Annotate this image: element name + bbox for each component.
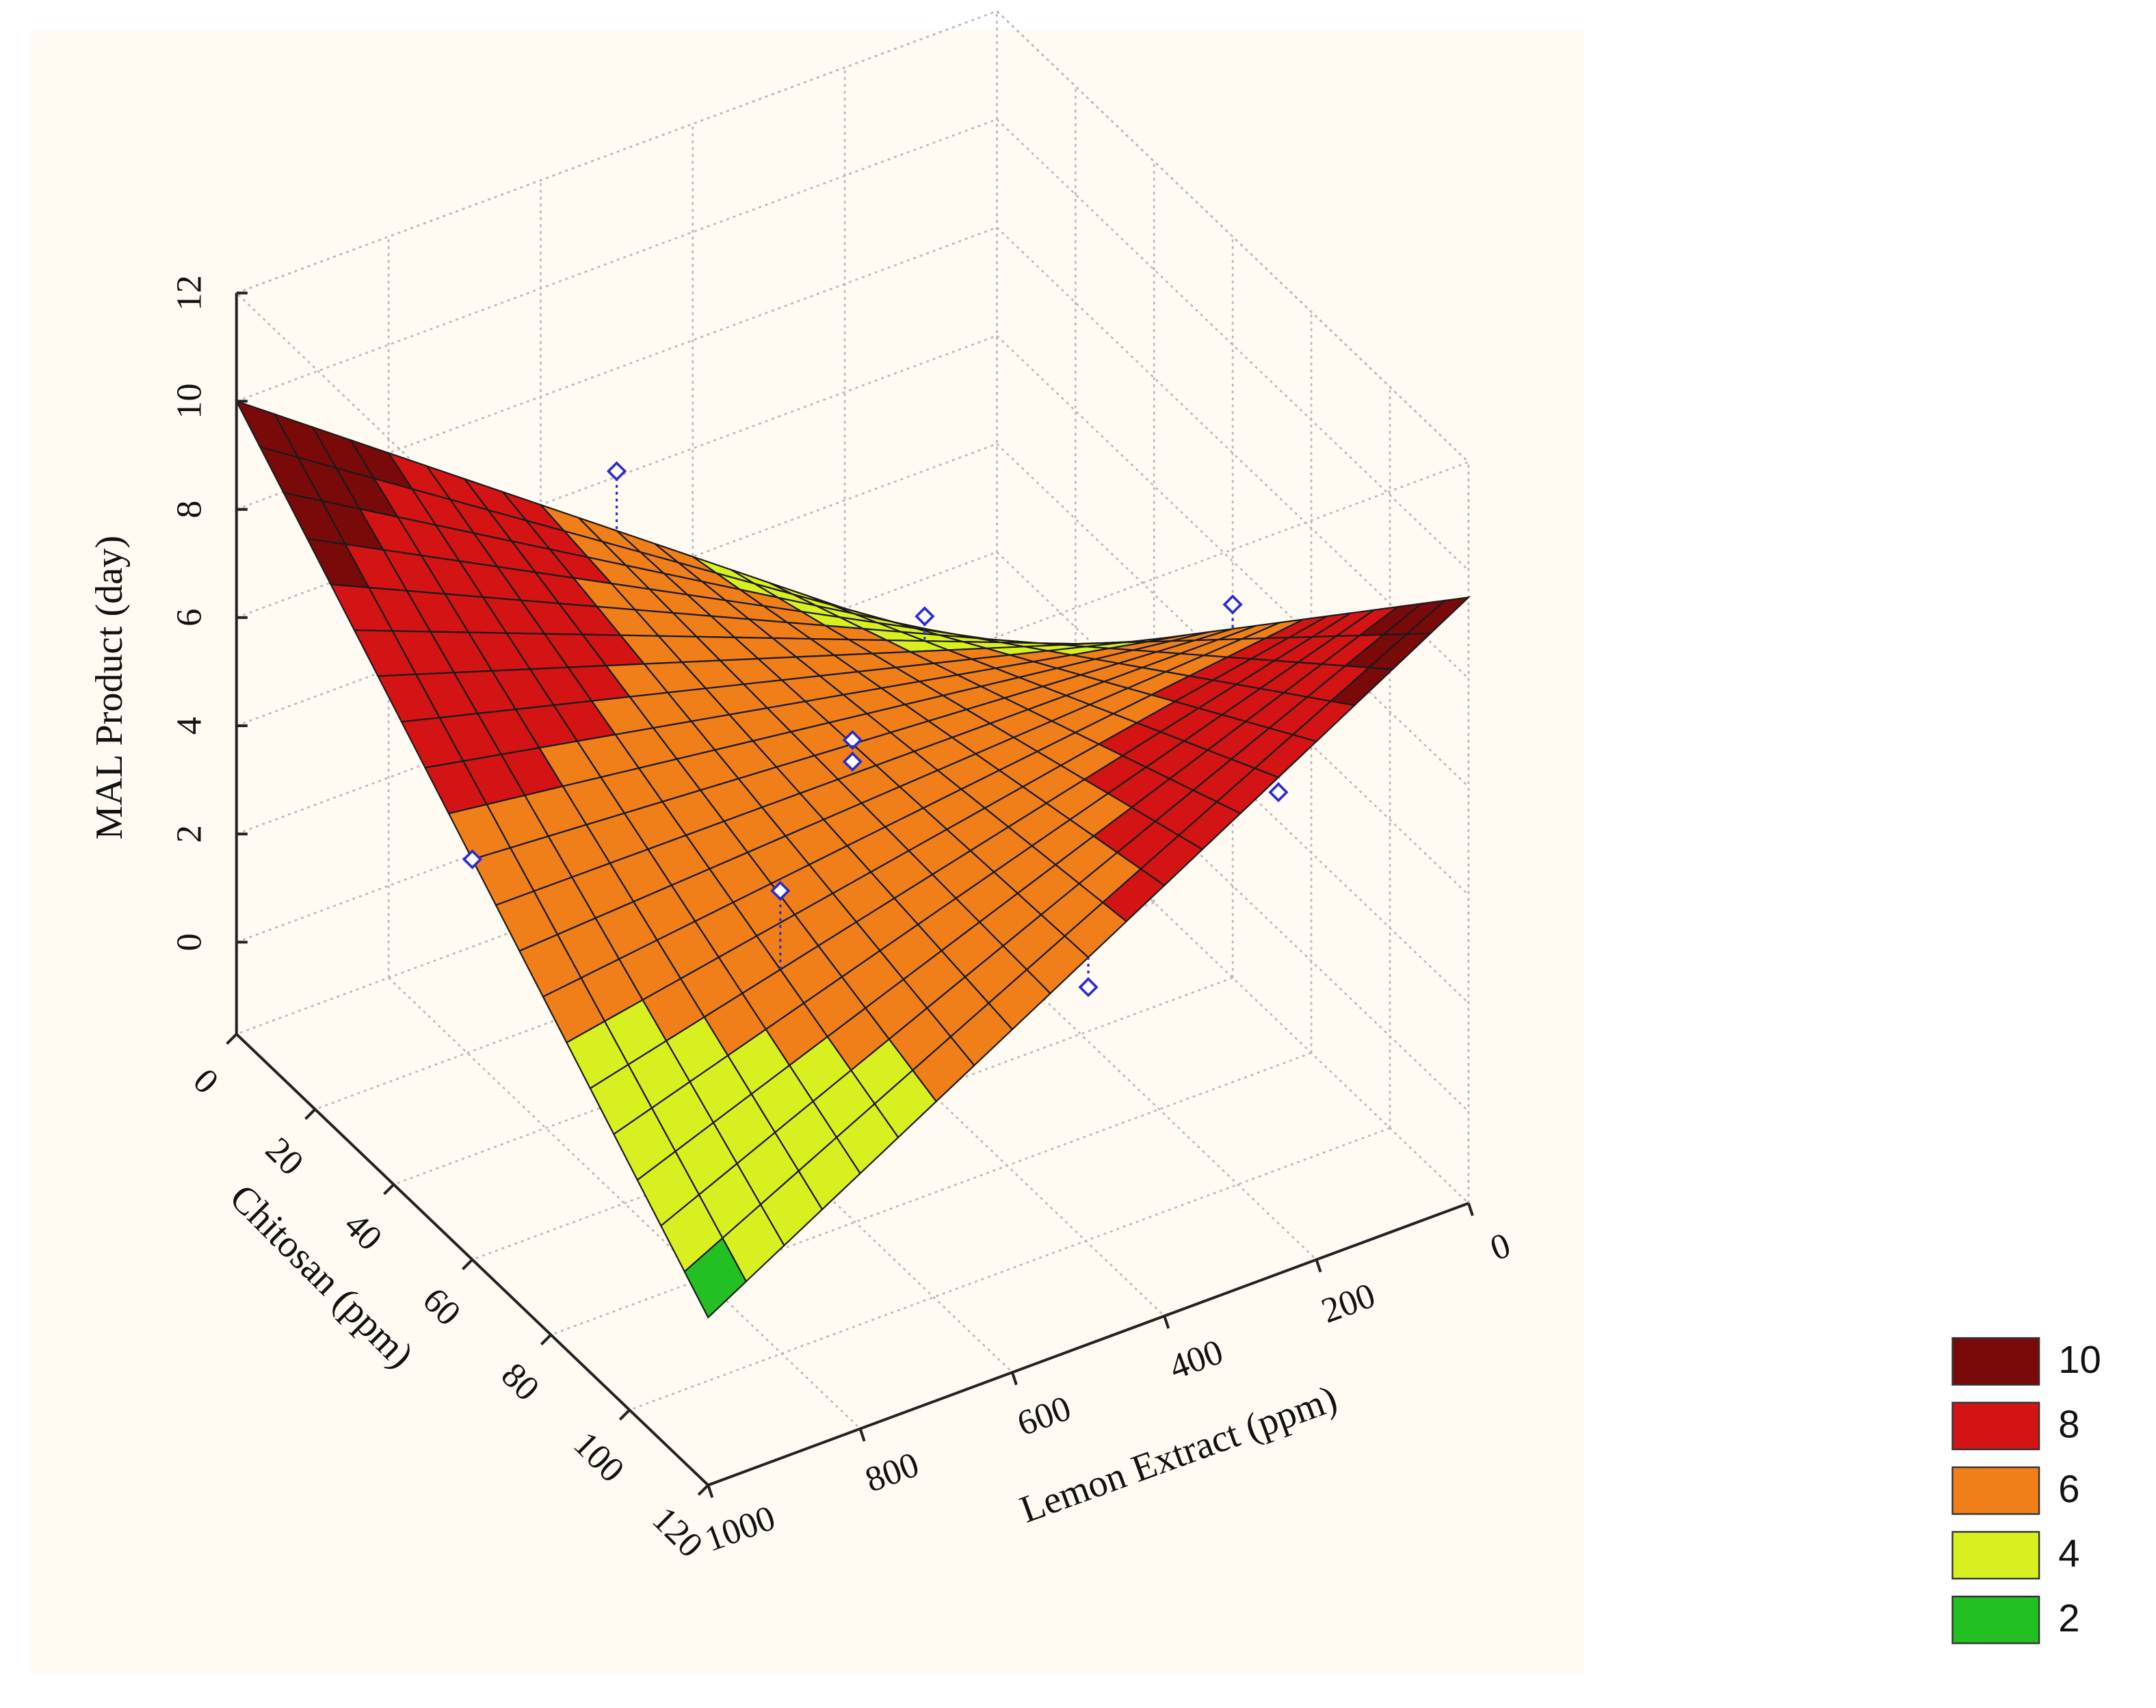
grid-line (236, 551, 997, 835)
legend-swatch (1951, 1595, 2040, 1644)
z-axis-title: MAL Product (day) (88, 536, 131, 840)
grid-line (844, 808, 1317, 1261)
z-tick-label: 0 (169, 933, 209, 951)
legend-label: 2 (2058, 1597, 2079, 1640)
z-tick-label: 10 (169, 383, 209, 419)
grid-line (388, 977, 861, 1430)
tick-mark (1163, 1315, 1170, 1329)
observed-point (915, 606, 935, 627)
grid-line (393, 902, 1155, 1185)
grid-line (996, 443, 1469, 896)
tick-mark (226, 1033, 238, 1045)
observed-point (606, 461, 627, 482)
observed-point (770, 880, 791, 901)
legend-swatch (1951, 1466, 2040, 1515)
legend: 10 8 6 4 2 (1951, 1337, 2101, 1644)
legend-label: 4 (2058, 1532, 2079, 1575)
z-tick-label: 6 (169, 609, 209, 627)
grid-line (236, 226, 997, 510)
grid-line (472, 977, 1233, 1261)
tick-mark (1315, 1259, 1322, 1273)
legend-swatch (1951, 1402, 2040, 1451)
y-axis (707, 1202, 1469, 1487)
grid-line (236, 751, 997, 1036)
z-tick-label: 2 (169, 825, 209, 843)
tick-mark (383, 1183, 395, 1196)
legend-swatch (1951, 1531, 2040, 1580)
tick-mark (462, 1259, 473, 1271)
legend-swatch (1951, 1337, 2040, 1386)
grid-line (996, 334, 1469, 788)
tick-mark (697, 1484, 709, 1496)
legend-label: 10 (2058, 1338, 2101, 1381)
legend-label: 8 (2058, 1403, 2079, 1446)
grid-line (540, 921, 1013, 1374)
tick-mark (707, 1484, 714, 1498)
legend-label: 6 (2058, 1467, 2079, 1510)
tick-mark (304, 1108, 317, 1120)
surface-cell (683, 1237, 748, 1319)
grid-line (550, 1052, 1312, 1336)
observed-point (1078, 977, 1099, 997)
grid-line (315, 826, 1076, 1110)
observed-points (462, 461, 1289, 997)
observed-point (1268, 782, 1289, 802)
surface (235, 399, 1471, 1319)
grid-line (629, 1127, 1391, 1411)
tick-mark (858, 1428, 866, 1442)
z-tick-label: 4 (169, 717, 209, 735)
observed-point (1222, 594, 1243, 615)
grid-line (236, 334, 997, 619)
z-tick-label: 12 (169, 275, 209, 311)
z-tick-label: 8 (169, 501, 209, 518)
tick-mark (1467, 1203, 1474, 1216)
tick-mark (540, 1333, 552, 1345)
grid-line (692, 864, 1166, 1317)
observed-point (842, 730, 863, 750)
observed-point (462, 849, 483, 869)
grid-line (236, 118, 997, 402)
tick-mark (618, 1408, 631, 1421)
grid-line (236, 443, 997, 727)
grid-line (996, 751, 1469, 1205)
observed-point (842, 751, 863, 772)
tick-mark (1011, 1371, 1018, 1386)
